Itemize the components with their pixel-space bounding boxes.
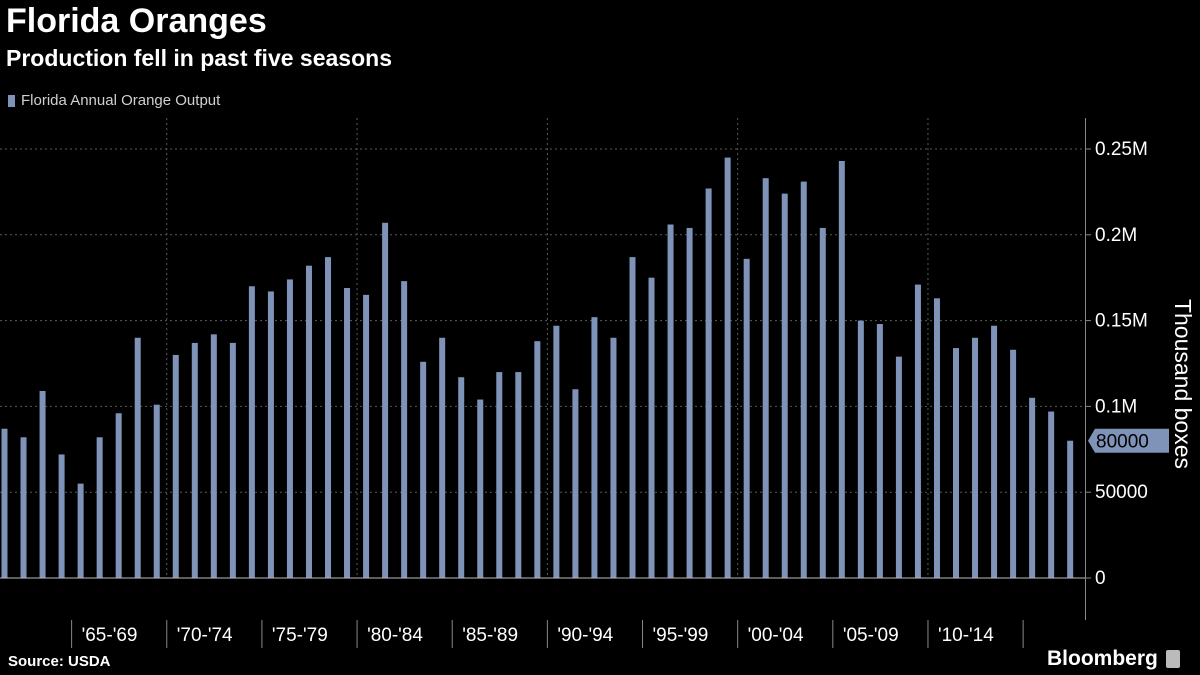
bar: [439, 337, 446, 578]
bar: [572, 389, 579, 578]
legend: Florida Annual Orange Output: [8, 92, 220, 109]
bar: [515, 372, 522, 578]
last-value-flag: [1088, 428, 1169, 453]
bar: [629, 257, 636, 578]
bar: [477, 399, 484, 578]
bar: [1048, 411, 1055, 578]
x-group-label: '90-'94: [557, 625, 613, 646]
x-group-label: '10-'14: [938, 625, 994, 646]
bar: [800, 181, 807, 578]
bar: [1067, 440, 1074, 578]
bar: [96, 437, 103, 578]
y-tick-label: 0.25M: [1095, 139, 1148, 160]
chart-title: Florida Oranges: [6, 2, 267, 40]
bar: [286, 279, 293, 578]
bar: [667, 224, 674, 578]
bar: [77, 483, 84, 578]
bar: [58, 454, 65, 578]
bar: [267, 291, 274, 578]
x-group-label: '95-'99: [653, 625, 709, 646]
bar: [705, 188, 712, 578]
bar: [325, 257, 332, 578]
bar: [591, 317, 598, 578]
x-group-label: '05-'09: [843, 625, 899, 646]
x-group-label: '00-'04: [748, 625, 804, 646]
bar: [191, 342, 198, 578]
bar: [363, 294, 370, 578]
y-tick-label: 0.1M: [1095, 396, 1137, 417]
bar: [972, 337, 979, 578]
y-tick-label: 0.15M: [1095, 311, 1148, 332]
bar: [229, 342, 236, 578]
brand-logo: Bloomberg: [1047, 647, 1180, 671]
x-group-label: '65-'69: [82, 625, 138, 646]
bar: [20, 437, 27, 578]
bar: [724, 157, 731, 578]
bar: [305, 265, 312, 578]
bar: [895, 356, 902, 578]
legend-label: Florida Annual Orange Output: [21, 92, 221, 109]
bar: [153, 404, 160, 578]
bar: [819, 227, 826, 578]
bar: [876, 324, 883, 578]
bar: [115, 413, 122, 578]
x-group-label: '85-'89: [462, 625, 518, 646]
bar: [781, 193, 788, 578]
bar: [553, 325, 560, 578]
bar: [933, 298, 940, 578]
legend-swatch: [8, 94, 15, 107]
bar: [953, 348, 959, 578]
bar: [857, 320, 864, 578]
bar: [420, 361, 427, 578]
x-group-label: '70-'74: [177, 625, 233, 646]
y-tick-label: 0.2M: [1095, 225, 1137, 246]
x-group-label: '80-'84: [367, 625, 423, 646]
y-axis-title: Thousand boxes: [1170, 299, 1196, 469]
bar: [39, 390, 46, 578]
last-value-label: 80000: [1096, 432, 1149, 453]
bar: [991, 325, 998, 578]
source-note: Source: USDA: [8, 653, 111, 670]
bar: [496, 372, 503, 578]
bar: [382, 222, 389, 578]
bar: [914, 284, 921, 578]
brand-icon: [1165, 650, 1180, 668]
bar: [762, 178, 769, 578]
bar: [686, 227, 693, 578]
bar: [610, 337, 617, 578]
bar: [344, 287, 351, 578]
bar: [838, 161, 845, 578]
bar: [743, 258, 750, 578]
brand-name: Bloomberg: [1047, 647, 1158, 670]
bar: [134, 337, 141, 578]
y-tick-label: 50000: [1095, 482, 1148, 503]
bar: [1010, 349, 1017, 578]
bar: [648, 277, 655, 578]
bar: [1029, 397, 1036, 578]
x-group-label: '75-'79: [272, 625, 328, 646]
bar: [401, 281, 408, 578]
bar: [534, 341, 541, 578]
bar: [1, 428, 8, 578]
bar: [210, 334, 217, 578]
bar: [458, 377, 465, 578]
bar: [172, 354, 179, 578]
chart-subtitle: Production fell in past five seasons: [6, 45, 392, 71]
bar: [248, 286, 255, 578]
y-tick-label: 0: [1095, 568, 1106, 589]
